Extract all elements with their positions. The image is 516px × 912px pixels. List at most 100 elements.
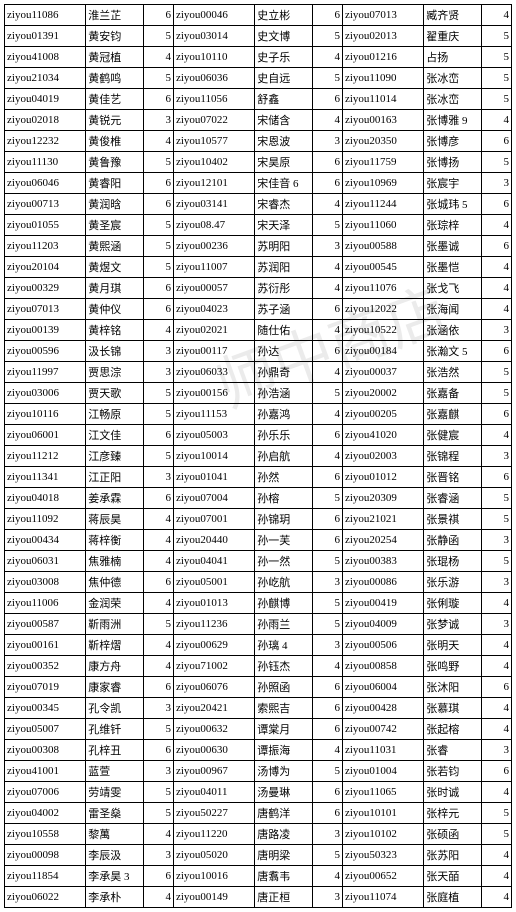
id-cell: ziyou11065 xyxy=(342,782,423,803)
id-cell: ziyou07006 xyxy=(5,782,86,803)
id-cell: ziyou05007 xyxy=(5,719,86,740)
id-cell: ziyou00545 xyxy=(342,257,423,278)
table-row: ziyou07013黄仲仪6ziyou04023苏子涵6ziyou12022张海… xyxy=(5,299,512,320)
num-cell: 5 xyxy=(313,845,343,866)
num-cell: 5 xyxy=(144,446,174,467)
name-cell: 苏衍彤 xyxy=(255,278,313,299)
name-cell: 张鸣野 xyxy=(424,656,482,677)
name-cell: 姜承霖 xyxy=(86,488,144,509)
table-row: ziyou11203黄熙涵5ziyou00236苏明阳3ziyou00588张墨… xyxy=(5,236,512,257)
id-cell: ziyou00629 xyxy=(173,635,254,656)
num-cell: 5 xyxy=(482,488,512,509)
num-cell: 5 xyxy=(313,761,343,782)
id-cell: ziyou10014 xyxy=(173,446,254,467)
name-cell: 孙照函 xyxy=(255,677,313,698)
num-cell: 3 xyxy=(144,698,174,719)
num-cell: 4 xyxy=(144,320,174,341)
num-cell: 6 xyxy=(313,719,343,740)
name-cell: 淮兰芷 xyxy=(86,5,144,26)
name-cell: 焦雅楠 xyxy=(86,551,144,572)
name-cell: 张瀚文 5 xyxy=(424,341,482,362)
num-cell: 3 xyxy=(482,446,512,467)
id-cell: ziyou10402 xyxy=(173,152,254,173)
num-cell: 6 xyxy=(313,509,343,530)
id-cell: ziyou11997 xyxy=(5,362,86,383)
name-cell: 唐正桓 xyxy=(255,887,313,908)
name-cell: 张梓元 xyxy=(424,803,482,824)
id-cell: ziyou00057 xyxy=(173,278,254,299)
num-cell: 6 xyxy=(144,278,174,299)
num-cell: 4 xyxy=(313,656,343,677)
name-cell: 张睿 xyxy=(424,740,482,761)
table-row: ziyou00345孔令凯3ziyou20421索熙吉6ziyou00428张慕… xyxy=(5,698,512,719)
id-cell: ziyou00596 xyxy=(5,341,86,362)
name-cell: 贾天歌 xyxy=(86,383,144,404)
id-cell: ziyou00205 xyxy=(342,404,423,425)
id-cell: ziyou00434 xyxy=(5,530,86,551)
id-cell: ziyou08.47 xyxy=(173,215,254,236)
num-cell: 4 xyxy=(144,509,174,530)
num-cell: 5 xyxy=(144,152,174,173)
name-cell: 张琮梓 xyxy=(424,215,482,236)
id-cell: ziyou00383 xyxy=(342,551,423,572)
id-cell: ziyou12232 xyxy=(5,131,86,152)
id-cell: ziyou11056 xyxy=(173,89,254,110)
id-cell: ziyou00046 xyxy=(173,5,254,26)
name-cell: 孔令凯 xyxy=(86,698,144,719)
num-cell: 5 xyxy=(313,593,343,614)
id-cell: ziyou06033 xyxy=(173,362,254,383)
num-cell: 6 xyxy=(482,677,512,698)
table-row: ziyou04019黄佳艺6ziyou11056舒鑫6ziyou11014张冰峦… xyxy=(5,89,512,110)
num-cell: 5 xyxy=(313,551,343,572)
name-cell: 张晋铭 xyxy=(424,467,482,488)
name-cell: 索熙吉 xyxy=(255,698,313,719)
id-cell: ziyou11031 xyxy=(342,740,423,761)
id-cell: ziyou01055 xyxy=(5,215,86,236)
num-cell: 6 xyxy=(313,299,343,320)
table-row: ziyou00352康方舟4ziyou71002孙钰杰4ziyou00858张鸣… xyxy=(5,656,512,677)
id-cell: ziyou00630 xyxy=(173,740,254,761)
id-cell: ziyou01391 xyxy=(5,26,86,47)
name-cell: 蒋梓衡 xyxy=(86,530,144,551)
name-cell: 舒鑫 xyxy=(255,89,313,110)
num-cell: 4 xyxy=(313,47,343,68)
name-cell: 臧齐贤 xyxy=(424,5,482,26)
id-cell: ziyou00506 xyxy=(342,635,423,656)
id-cell: ziyou11076 xyxy=(342,278,423,299)
num-cell: 4 xyxy=(313,194,343,215)
num-cell: 4 xyxy=(482,110,512,131)
num-cell: 3 xyxy=(144,341,174,362)
num-cell: 3 xyxy=(482,614,512,635)
id-cell: ziyou71002 xyxy=(173,656,254,677)
id-cell: ziyou01012 xyxy=(342,467,423,488)
id-cell: ziyou11074 xyxy=(342,887,423,908)
num-cell: 6 xyxy=(144,89,174,110)
id-cell: ziyou00967 xyxy=(173,761,254,782)
name-cell: 黄佳艺 xyxy=(86,89,144,110)
name-cell: 孙钰杰 xyxy=(255,656,313,677)
id-cell: ziyou10522 xyxy=(342,320,423,341)
num-cell: 4 xyxy=(482,656,512,677)
id-cell: ziyou00117 xyxy=(173,341,254,362)
table-row: ziyou00308孔梓丑6ziyou00630谭振海4ziyou11031张睿… xyxy=(5,740,512,761)
id-cell: ziyou07022 xyxy=(173,110,254,131)
name-cell: 孙嘉鸿 xyxy=(255,404,313,425)
name-cell: 唐路凌 xyxy=(255,824,313,845)
name-cell: 靳雨洲 xyxy=(86,614,144,635)
id-cell: ziyou07004 xyxy=(173,488,254,509)
num-cell: 3 xyxy=(144,845,174,866)
num-cell: 4 xyxy=(482,719,512,740)
data-table: ziyou11086淮兰芷6ziyou00046史立彬6ziyou07013臧齐… xyxy=(4,4,512,908)
name-cell: 江畅原 xyxy=(86,404,144,425)
name-cell: 黄安钧 xyxy=(86,26,144,47)
id-cell: ziyou41020 xyxy=(342,425,423,446)
num-cell: 5 xyxy=(482,68,512,89)
num-cell: 5 xyxy=(144,782,174,803)
id-cell: ziyou04041 xyxy=(173,551,254,572)
id-cell: ziyou11153 xyxy=(173,404,254,425)
num-cell: 5 xyxy=(144,404,174,425)
id-cell: ziyou01013 xyxy=(173,593,254,614)
num-cell: 6 xyxy=(313,173,343,194)
name-cell: 张起榕 xyxy=(424,719,482,740)
name-cell: 张苏阳 xyxy=(424,845,482,866)
